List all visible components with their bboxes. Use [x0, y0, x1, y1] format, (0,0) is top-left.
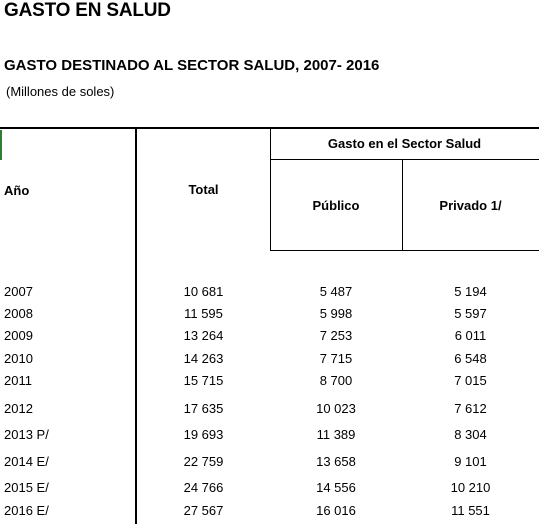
cell-year: 2013 P/ [4, 427, 49, 442]
cell-public: 16 016 [316, 503, 356, 518]
cell-total: 17 635 [183, 401, 224, 416]
cell-public: 14 556 [316, 480, 356, 495]
cell-public: 5 487 [319, 284, 353, 299]
total-column-divider [270, 127, 271, 251]
cell-year: 2009 [4, 328, 33, 343]
cell-private: 7 612 [454, 401, 487, 416]
unit-note: (Millones de soles) [6, 84, 115, 99]
cell-total: 11 595 [184, 306, 223, 321]
cell-private: 11 551 [451, 503, 490, 518]
cell-private: 8 304 [454, 427, 487, 442]
cell-total: 15 715 [183, 373, 224, 388]
cell-total: 10 681 [183, 284, 224, 299]
public-column-divider [402, 159, 403, 251]
cell-total: 14 263 [183, 351, 224, 366]
cell-total: 13 264 [183, 328, 224, 343]
cell-private: 9 101 [454, 454, 487, 469]
cell-year: 2011 [4, 373, 32, 388]
cell-public: 5 998 [319, 306, 353, 321]
cell-public: 8 700 [319, 373, 353, 388]
cell-private: 5 194 [454, 284, 487, 299]
year-column-divider [135, 127, 137, 524]
cell-year: 2007 [4, 284, 33, 299]
cell-year: 2015 E/ [4, 480, 49, 495]
header-sector-group: Gasto en el Sector Salud [327, 136, 482, 151]
data-table: Año Total Gasto en el Sector Salud Públi… [0, 127, 539, 524]
cell-private: 6 548 [454, 351, 487, 366]
cell-public: 10 023 [316, 401, 356, 416]
cell-year: 2010 [4, 351, 33, 366]
cell-private: 5 597 [454, 306, 487, 321]
header-private: Privado 1/ [439, 198, 502, 213]
cell-total: 19 693 [183, 427, 224, 442]
cell-public: 11 389 [316, 427, 356, 442]
cell-year: 2016 E/ [4, 503, 49, 518]
header-bottom-border [270, 250, 539, 251]
cell-public: 7 253 [319, 328, 353, 343]
table-title: GASTO DESTINADO AL SECTOR SALUD, 2007- 2… [4, 57, 380, 74]
cell-public: 13 658 [316, 454, 356, 469]
cell-public: 7 715 [319, 351, 353, 366]
cell-year: 2008 [4, 306, 33, 321]
cell-total: 27 567 [183, 503, 224, 518]
header-public: Público [312, 198, 360, 213]
cell-total: 24 766 [183, 480, 224, 495]
cell-private: 7 015 [454, 373, 487, 388]
table-top-border [0, 127, 539, 129]
cell-year: 2014 E/ [4, 454, 49, 469]
group-header-divider [270, 159, 539, 160]
cell-selection-marker [0, 130, 2, 160]
cell-private: 6 011 [454, 328, 487, 343]
header-total: Total [188, 182, 219, 197]
header-year: Año [4, 183, 30, 198]
cell-total: 22 759 [183, 454, 224, 469]
cell-year: 2012 [4, 401, 33, 416]
page-title: GASTO EN SALUD [4, 0, 171, 21]
cell-private: 10 210 [450, 480, 491, 495]
